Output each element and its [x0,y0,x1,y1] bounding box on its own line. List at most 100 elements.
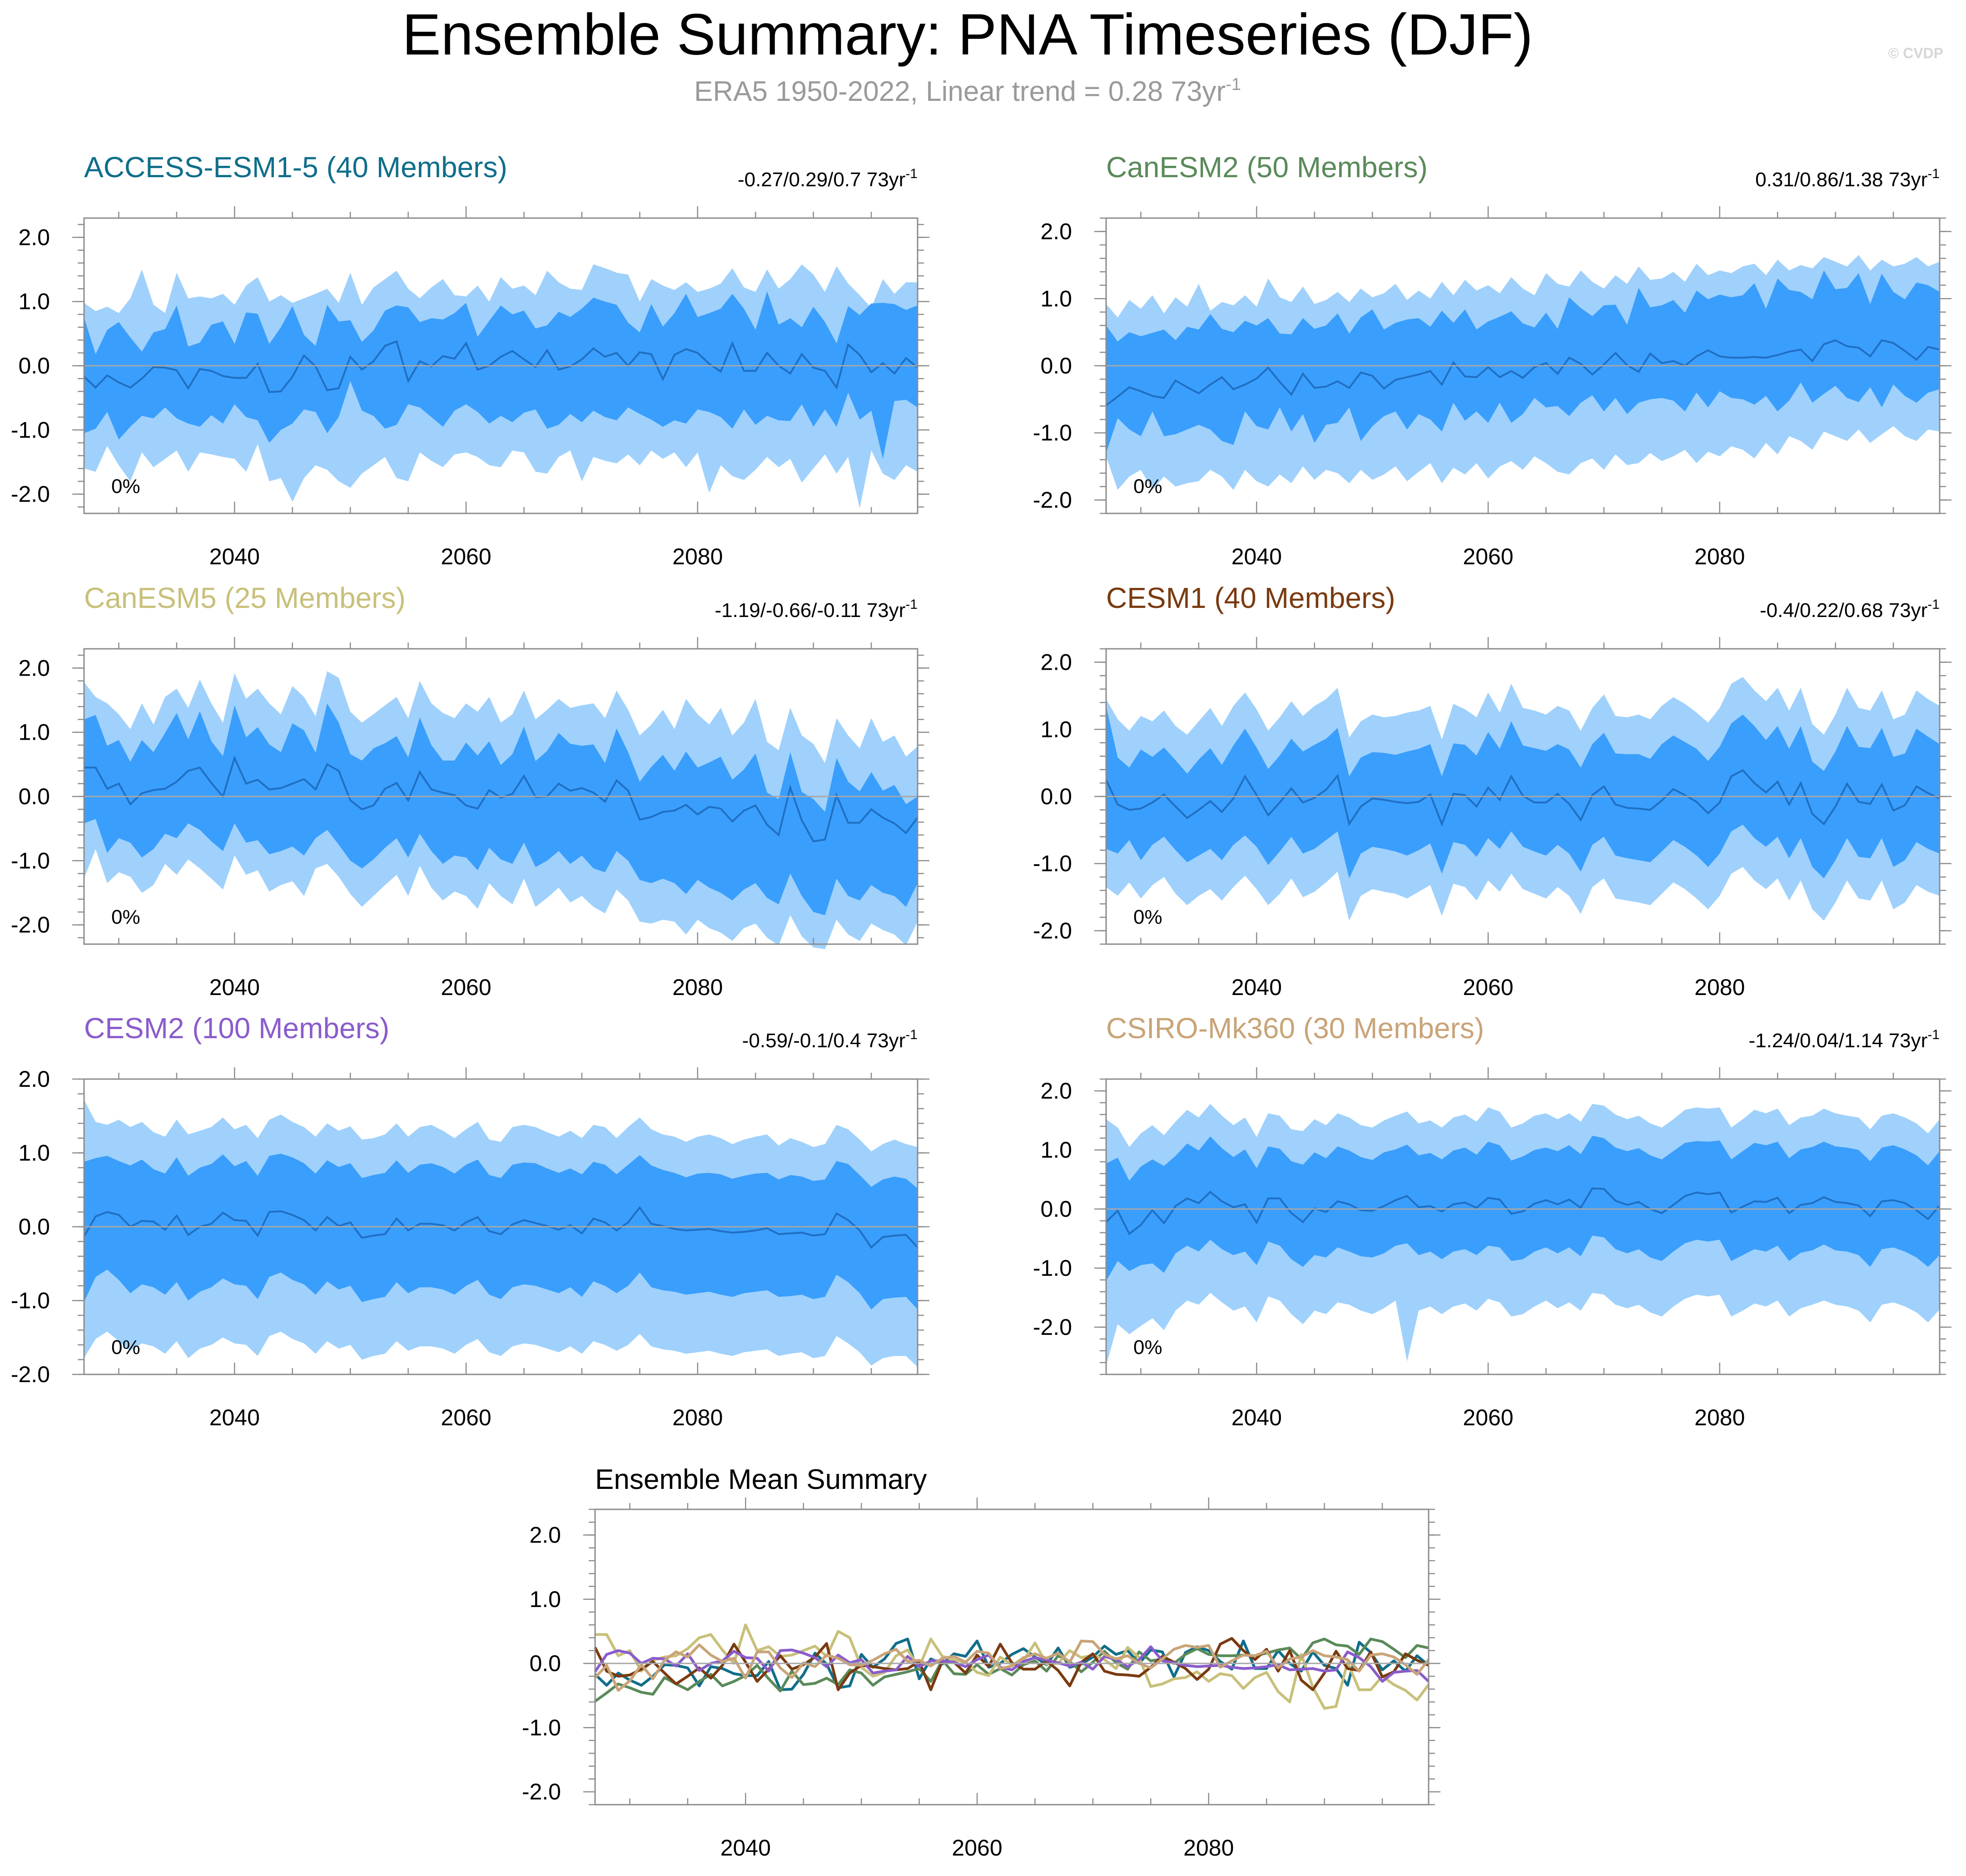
y-tick-label: -1.0 [11,848,50,873]
percent-label: 0% [111,475,140,498]
x-tick-label: 2080 [672,1405,723,1430]
trend-sup: -1 [1927,1027,1940,1042]
y-tick-label: 1.0 [1040,286,1072,311]
trend-sup: -1 [905,1027,918,1042]
x-tick-label: 2040 [720,1835,771,1861]
y-tick-label: 2.0 [1040,219,1072,244]
y-tick-label: 2.0 [18,655,50,681]
y-tick-label: -2.0 [11,912,50,938]
inner-percentile-band [1106,706,1940,879]
y-tick-label: 1.0 [529,1587,561,1612]
panel-title: CSIRO-Mk360 (30 Members) [1106,1012,1484,1045]
y-tick-label: -2.0 [1033,918,1072,943]
trend-text: -0.4/0.22/0.68 73yr [1760,599,1927,622]
trend-text: -1.24/0.04/1.14 73yr [1748,1030,1927,1052]
inner-percentile-band [84,291,918,459]
x-tick-label: 2060 [952,1835,1002,1861]
y-tick-label: 0.0 [529,1651,561,1676]
y-tick-label: 1.0 [18,1140,50,1166]
chart-panel: -2.0 -1.0 0.0 1.0 2.0 2040 2060 2080 Ensemble Me… [522,1464,1440,1861]
x-tick-label: 2080 [1694,544,1745,569]
trend-text: -0.27/0.29/0.7 73yr [738,169,905,191]
x-tick-label: 2060 [1463,1405,1513,1430]
trend-label: -1.24/0.04/1.14 73yr-1 [1748,1027,1940,1052]
subtitle-text: ERA5 1950-2022, Linear trend = 0.28 73yr [694,76,1226,107]
trend-text: -1.19/-0.66/-0.11 73yr [715,599,905,622]
y-tick-label: 0.0 [1040,1196,1072,1222]
percent-label: 0% [111,1336,140,1358]
y-tick-label: 2.0 [18,1066,50,1092]
trend-sup: -1 [1927,597,1940,612]
ensemble-mean-line [594,1639,1430,1692]
x-tick-label: 2040 [209,1405,260,1430]
plot-frame [594,1508,1430,1806]
y-tick-label: 2.0 [18,224,50,250]
x-tick-label: 2060 [1463,975,1513,1000]
y-tick-label: -1.0 [11,1288,50,1314]
percent-label: 0% [1133,475,1162,498]
x-tick-label: 2060 [441,1405,491,1430]
inner-percentile-band [84,1154,918,1309]
y-tick-label: 1.0 [18,289,50,314]
trend-label: -0.59/-0.1/0.4 73yr-1 [742,1027,918,1052]
chart-panel: -2.0 -1.0 0.0 1.0 2.0 2040 2060 2080 ACCESS-ESM1… [11,151,929,569]
panels: -2.0 -1.0 0.0 1.0 2.0 2040 2060 2080 ACCESS-ESM1… [11,151,1951,1861]
x-tick-label: 2080 [1183,1835,1234,1861]
y-tick-label: 0.0 [1040,353,1072,378]
y-tick-label: 1.0 [18,720,50,745]
panel-title: ACCESS-ESM1-5 (40 Members) [84,151,507,184]
subtitle-sup: -1 [1226,75,1241,94]
panel-title: CanESM5 (25 Members) [84,582,406,614]
panel-title: CanESM2 (50 Members) [1106,151,1428,184]
y-tick-label: 2.0 [1040,1078,1072,1104]
trend-label: -0.27/0.29/0.7 73yr-1 [738,166,918,191]
y-tick-label: -1.0 [522,1715,561,1740]
y-tick-label: -2.0 [11,1362,50,1387]
credit-label: © CVDP [1888,45,1943,61]
y-tick-label: 1.0 [1040,717,1072,742]
x-tick-label: 2040 [1231,975,1282,1000]
x-tick-label: 2060 [1463,544,1513,569]
x-tick-label: 2040 [209,975,260,1000]
trend-label: -0.4/0.22/0.68 73yr-1 [1760,597,1940,622]
figure-subtitle: ERA5 1950-2022, Linear trend = 0.28 73yr… [694,75,1241,107]
ensemble-mean-line [594,1645,1430,1683]
trend-sup: -1 [1927,166,1940,181]
inner-percentile-band [1106,270,1940,453]
x-tick-label: 2080 [672,544,723,569]
x-tick-label: 2080 [672,975,723,1000]
y-tick-label: 0.0 [18,353,50,378]
panel-title: CESM1 (40 Members) [1106,582,1395,614]
y-tick-label: -2.0 [1033,487,1072,513]
y-tick-label: 2.0 [529,1523,561,1548]
trend-text: 0.31/0.86/1.38 73yr [1755,169,1927,191]
trend-sup: -1 [905,166,918,181]
trend-label: -1.19/-0.66/-0.11 73yr-1 [715,597,918,622]
chart-panel: -2.0 -1.0 0.0 1.0 2.0 2040 2060 2080 CanESM2 (50… [1033,151,1951,569]
x-tick-label: 2080 [1694,1405,1745,1430]
ensemble-median-line [1105,1187,1941,1235]
chart-panel: -2.0 -1.0 0.0 1.0 2.0 2040 2060 2080 CESM1 (40 M… [1033,582,1951,1000]
panel-title: CESM2 (100 Members) [84,1012,389,1045]
percent-label: 0% [1133,906,1162,928]
plot-frame [1105,1078,1941,1375]
ensemble-mean-line [594,1637,1429,1702]
trend-label: 0.31/0.86/1.38 73yr-1 [1755,166,1940,191]
y-tick-label: -2.0 [11,482,50,507]
trend-sup: -1 [905,597,918,612]
x-tick-label: 2040 [1231,544,1282,569]
chart-panel: -2.0 -1.0 0.0 1.0 2.0 2040 2060 2080 CESM2 (100 … [11,1012,929,1430]
y-tick-label: 0.0 [18,1214,50,1239]
ensemble-median-line [83,1206,918,1249]
y-tick-label: 2.0 [1040,650,1072,675]
y-tick-label: 0.0 [1040,784,1072,809]
x-tick-label: 2060 [441,544,491,569]
panel-title: Ensemble Mean Summary [595,1464,927,1495]
x-tick-label: 2040 [1231,1405,1282,1430]
chart-panel: -2.0 -1.0 0.0 1.0 2.0 2040 2060 2080 CSIRO-Mk360… [1033,1012,1951,1430]
percent-label: 0% [111,906,140,928]
y-tick-label: -2.0 [1033,1314,1072,1340]
y-tick-label: -1.0 [11,417,50,443]
x-tick-label: 2040 [209,544,260,569]
